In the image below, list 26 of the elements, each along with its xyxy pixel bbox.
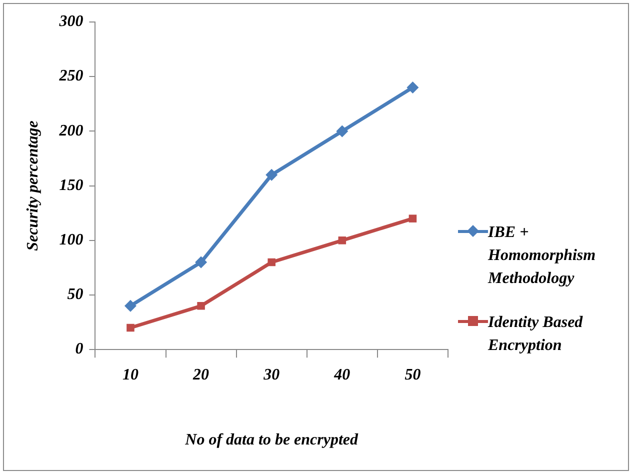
y-axis-title: Security percentage: [24, 120, 42, 251]
x-tick-label: 30: [262, 366, 280, 384]
point: [408, 214, 417, 222]
y-tick-label: 100: [59, 232, 84, 249]
y-tick-label: 300: [58, 13, 84, 30]
point: [336, 125, 348, 138]
point: [126, 324, 134, 332]
point: [266, 168, 278, 181]
y-tick-label: 50: [67, 286, 84, 304]
point: [338, 236, 346, 244]
legend-label: IBE + Homomorphism Methodology: [488, 223, 597, 289]
x-tick-label: 50: [404, 366, 421, 384]
point: [197, 302, 205, 310]
x-tick-label: 40: [333, 366, 350, 384]
point: [406, 82, 419, 94]
y-tick-label: 150: [59, 176, 84, 194]
x-tick-label: 20: [192, 366, 210, 384]
y-tick-label: 200: [58, 122, 84, 140]
y-tick-label: 250: [58, 68, 84, 85]
point: [195, 256, 208, 268]
legend-label: Identity Based Encryption: [488, 313, 584, 356]
point: [124, 300, 136, 312]
x-tick-label: 10: [122, 366, 138, 384]
point: [268, 258, 276, 266]
x-axis-title: No of data to be encrypted: [184, 432, 360, 449]
y-tick-label: 0: [75, 340, 84, 358]
